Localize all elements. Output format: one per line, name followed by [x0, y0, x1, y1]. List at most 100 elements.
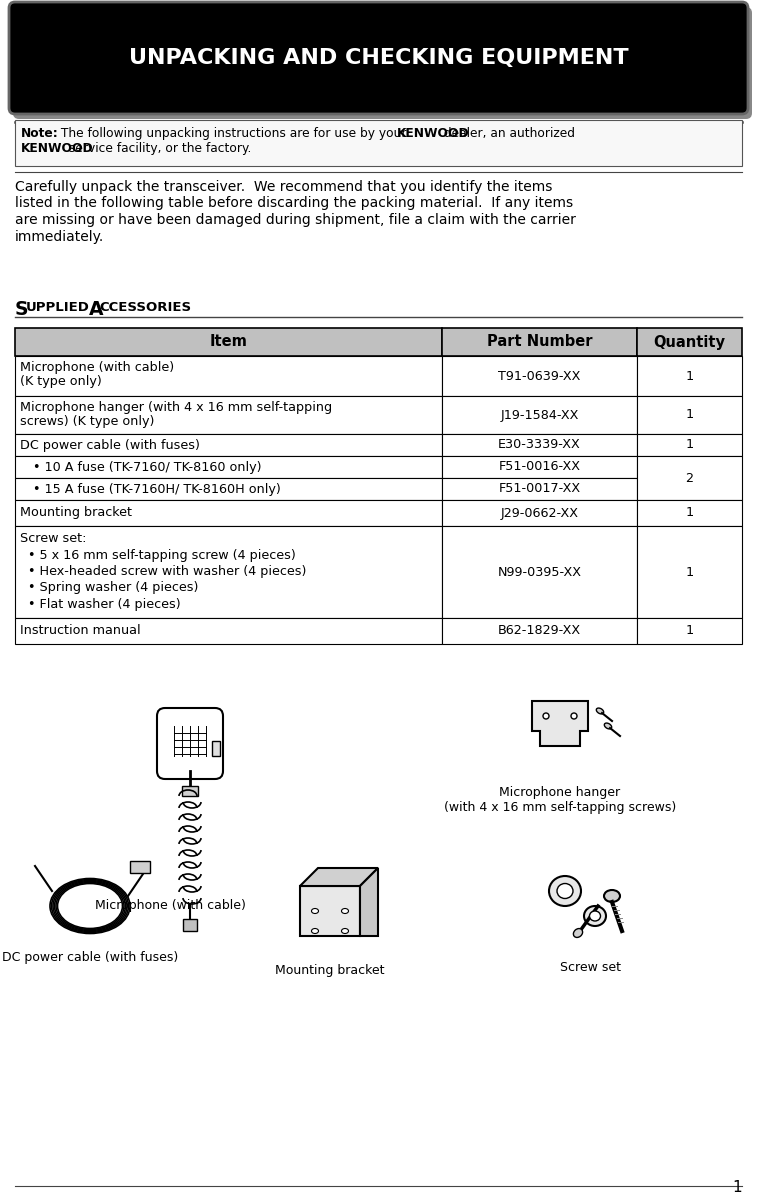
Bar [442, 396, 637, 434]
Text: F51-0016-XX: F51-0016-XX [499, 460, 581, 473]
Bar [637, 500, 742, 526]
Ellipse shape [557, 884, 573, 898]
Text: Screw set:: Screw set: [20, 532, 86, 545]
Bar [183, 919, 197, 931]
Text: • Spring washer (4 pieces): • Spring washer (4 pieces) [20, 581, 198, 594]
Text: DC power cable (with fuses): DC power cable (with fuses) [20, 440, 200, 452]
Bar [15, 396, 442, 434]
Bar [15, 456, 442, 478]
Text: Microphone hanger
(with 4 x 16 mm self-tapping screws): Microphone hanger (with 4 x 16 mm self-t… [444, 785, 676, 814]
Ellipse shape [573, 928, 583, 938]
Ellipse shape [543, 713, 549, 719]
Bar [442, 434, 637, 456]
Polygon shape [360, 868, 378, 936]
Bar [15, 120, 742, 166]
Ellipse shape [604, 890, 620, 902]
Text: • 5 x 16 mm self-tapping screw (4 pieces): • 5 x 16 mm self-tapping screw (4 pieces… [20, 549, 296, 562]
Bar [637, 434, 742, 456]
Text: service facility, or the factory.: service facility, or the factory. [65, 142, 251, 155]
Text: Microphone hanger (with 4 x 16 mm self-tapping: Microphone hanger (with 4 x 16 mm self-t… [20, 401, 332, 414]
Polygon shape [532, 701, 588, 746]
Bar [442, 619, 637, 644]
Text: Mounting bracket: Mounting bracket [276, 964, 385, 976]
Ellipse shape [571, 713, 577, 719]
Text: Item: Item [210, 335, 248, 349]
Bar [442, 526, 637, 619]
Text: Note:: Note: [21, 127, 59, 141]
Text: A: A [89, 300, 104, 319]
Text: dealer, an authorized: dealer, an authorized [440, 127, 575, 141]
Bar [637, 526, 742, 619]
Text: UNPACKING AND CHECKING EQUIPMENT: UNPACKING AND CHECKING EQUIPMENT [129, 48, 628, 68]
Text: Quantity: Quantity [653, 335, 725, 349]
Text: 1: 1 [685, 408, 693, 422]
Text: Microphone (with cable): Microphone (with cable) [95, 900, 245, 912]
Text: DC power cable (with fuses): DC power cable (with fuses) [2, 951, 178, 964]
Text: Instruction manual: Instruction manual [20, 625, 141, 637]
Text: J29-0662-XX: J29-0662-XX [500, 507, 578, 520]
Bar [212, 741, 220, 755]
Text: screws) (K type only): screws) (K type only) [20, 416, 154, 428]
Text: The following unpacking instructions are for use by your: The following unpacking instructions are… [57, 127, 410, 141]
Text: • 15 A fuse (TK-7160H/ TK-8160H only): • 15 A fuse (TK-7160H/ TK-8160H only) [33, 483, 281, 496]
FancyBboxPatch shape [157, 709, 223, 779]
Text: 1: 1 [685, 438, 693, 452]
Bar [300, 886, 360, 936]
Text: UPPLIED: UPPLIED [26, 301, 89, 313]
Ellipse shape [311, 928, 319, 933]
Bar [637, 619, 742, 644]
Text: 1: 1 [685, 625, 693, 638]
Text: 1: 1 [685, 370, 693, 382]
Text: CCESSORIES: CCESSORIES [99, 301, 192, 313]
Polygon shape [300, 868, 378, 886]
Bar [130, 861, 150, 873]
Bar [15, 619, 442, 644]
Text: Carefully unpack the transceiver.  We recommend that you identify the items: Carefully unpack the transceiver. We rec… [15, 180, 553, 195]
Bar [182, 785, 198, 796]
Ellipse shape [341, 928, 348, 933]
Ellipse shape [597, 709, 603, 713]
Text: 1: 1 [732, 1181, 742, 1195]
Text: listed in the following table before discarding the packing material.  If any it: listed in the following table before dis… [15, 197, 573, 210]
Text: KENWOOD: KENWOOD [21, 142, 94, 155]
Ellipse shape [311, 908, 319, 914]
Text: immediately.: immediately. [15, 229, 104, 244]
Text: (K type only): (K type only) [20, 375, 101, 388]
Bar [637, 456, 742, 500]
Bar [637, 396, 742, 434]
Text: Screw set: Screw set [559, 961, 621, 974]
Ellipse shape [604, 723, 612, 729]
Ellipse shape [590, 912, 600, 921]
Text: S: S [15, 300, 29, 319]
Bar [15, 355, 442, 396]
Bar [442, 328, 637, 355]
Text: • Flat washer (4 pieces): • Flat washer (4 pieces) [20, 598, 181, 611]
Text: N99-0395-XX: N99-0395-XX [497, 566, 581, 579]
Bar [442, 456, 637, 478]
Text: Part Number: Part Number [487, 335, 592, 349]
Text: are missing or have been damaged during shipment, file a claim with the carrier: are missing or have been damaged during … [15, 213, 576, 227]
Ellipse shape [341, 908, 348, 914]
Bar [15, 526, 442, 619]
Text: 2: 2 [686, 472, 693, 484]
Bar [442, 355, 637, 396]
FancyBboxPatch shape [9, 2, 748, 114]
Bar [15, 434, 442, 456]
Text: F51-0017-XX: F51-0017-XX [498, 483, 581, 496]
FancyBboxPatch shape [13, 7, 752, 119]
Text: E30-3339-XX: E30-3339-XX [498, 438, 581, 452]
Ellipse shape [584, 906, 606, 926]
Text: T91-0639-XX: T91-0639-XX [498, 370, 581, 382]
Bar [442, 500, 637, 526]
Text: 1: 1 [685, 566, 693, 579]
Bar [442, 478, 637, 500]
Bar [637, 355, 742, 396]
Text: KENWOOD: KENWOOD [397, 127, 469, 141]
Bar [637, 328, 742, 355]
Text: • Hex-headed screw with washer (4 pieces): • Hex-headed screw with washer (4 pieces… [20, 564, 307, 578]
Text: J19-1584-XX: J19-1584-XX [500, 408, 578, 422]
Text: Microphone (with cable): Microphone (with cable) [20, 362, 174, 374]
Bar [15, 500, 442, 526]
Text: 1: 1 [685, 507, 693, 520]
Bar [15, 478, 442, 500]
